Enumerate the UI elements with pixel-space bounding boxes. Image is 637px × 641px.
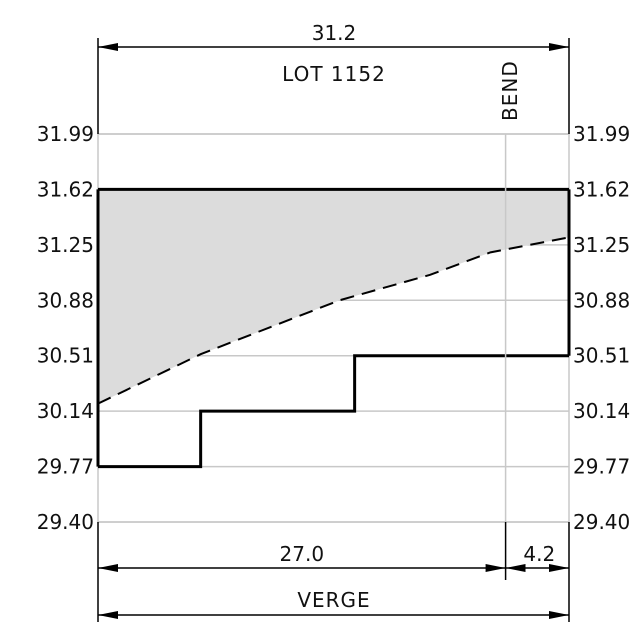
stepped-fence-line — [98, 354, 569, 469]
y-tick-label: 30.88 — [573, 288, 630, 312]
y-tick-label: 31.99 — [573, 122, 630, 146]
ground-profile-line — [97, 236, 570, 405]
y-tick-label: 31.62 — [37, 177, 94, 201]
lot-title: LOT 1152 — [282, 62, 386, 86]
fill-area — [98, 189, 569, 404]
y-tick-label: 31.25 — [573, 233, 630, 257]
segment-2-label: 4.2 — [523, 542, 555, 566]
bend-label: BEND — [498, 60, 522, 121]
segment-1-label: 27.0 — [280, 542, 325, 566]
y-tick-label: 29.77 — [37, 455, 94, 479]
y-tick-label: 31.62 — [573, 177, 630, 201]
verge-label: VERGE — [297, 588, 370, 612]
y-tick-label: 31.99 — [37, 122, 94, 146]
y-tick-label: 30.14 — [37, 399, 94, 423]
y-tick-label: 30.88 — [37, 288, 94, 312]
y-tick-label: 30.14 — [573, 399, 630, 423]
y-axis-left: 31.99 31.62 31.25 30.88 30.51 30.14 29.77 29.40 — [37, 122, 94, 534]
y-axis-right: 31.99 31.62 31.25 30.88 30.51 30.14 29.77 29.40 — [573, 122, 630, 534]
y-tick-label: 31.25 — [37, 233, 94, 257]
y-tick-label: 30.51 — [37, 344, 94, 368]
total-width-label: 31.2 — [312, 21, 357, 45]
y-tick-label: 30.51 — [573, 344, 630, 368]
y-tick-label: 29.77 — [573, 455, 630, 479]
y-tick-label: 29.40 — [573, 510, 630, 534]
y-tick-label: 29.40 — [37, 510, 94, 534]
